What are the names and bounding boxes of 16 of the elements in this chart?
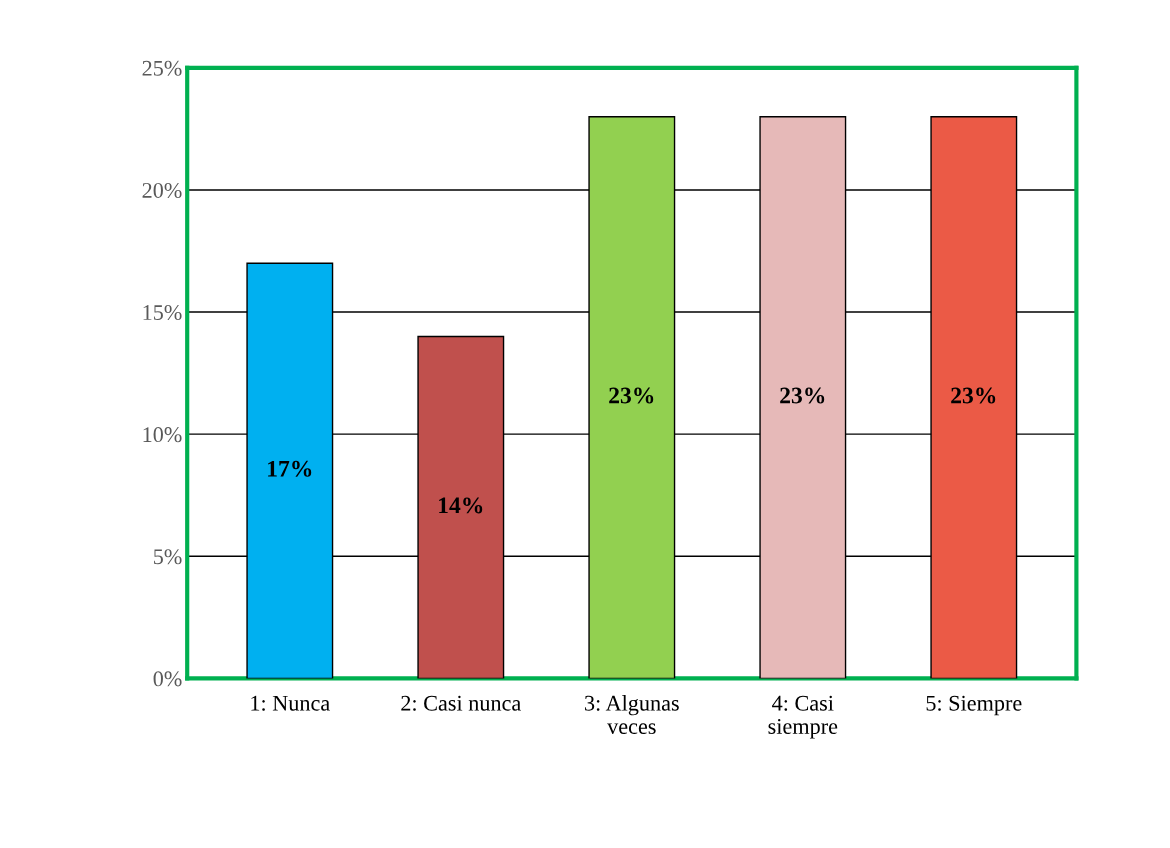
data-label: 17% (268, 460, 312, 477)
x-tick-label: 5: Siempre (926, 695, 1022, 716)
data-label: 23% (951, 387, 996, 404)
x-tick-label: 3: Algunas veces (585, 695, 679, 734)
data-label: 23% (780, 387, 825, 404)
x-tick-label: 1: Nunca (251, 695, 330, 711)
y-tick-label: 25% (142, 60, 182, 76)
y-tick-label: 5% (154, 549, 182, 565)
data-label: 14% (439, 497, 483, 514)
y-tick-label: 15% (143, 305, 182, 321)
y-tick-label: 10% (143, 427, 182, 443)
y-tick-label: 20% (142, 182, 182, 198)
x-tick-label: 4: Casi siempre (768, 695, 838, 739)
y-tick-label: 0% (153, 671, 182, 687)
data-label: 23% (609, 387, 654, 404)
x-tick-label: 2: Casi nunca (401, 695, 521, 711)
